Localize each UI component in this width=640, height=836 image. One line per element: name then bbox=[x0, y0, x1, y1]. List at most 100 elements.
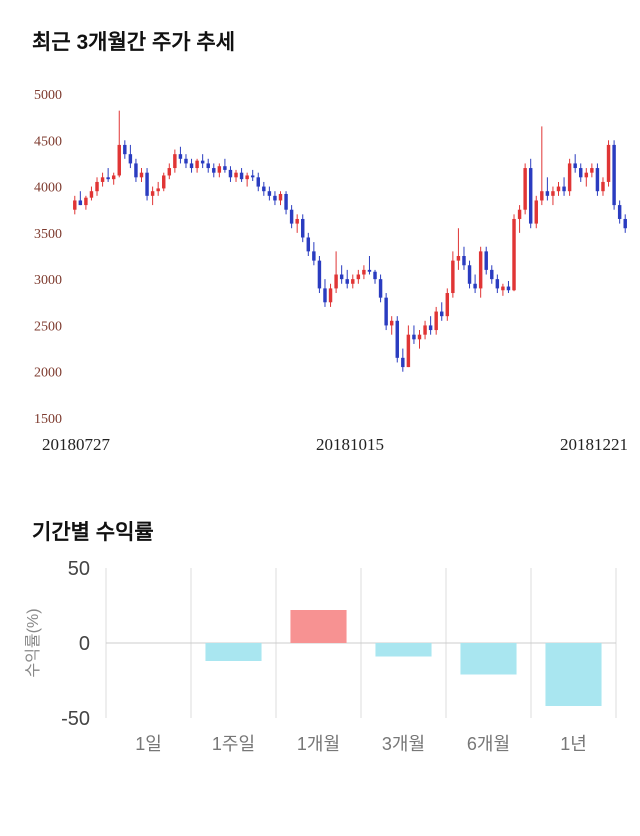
candle bbox=[562, 177, 566, 196]
candle bbox=[506, 280, 511, 294]
candle bbox=[273, 191, 277, 206]
candle bbox=[389, 316, 394, 335]
candle bbox=[428, 316, 433, 335]
candle bbox=[456, 228, 461, 270]
candle bbox=[512, 214, 516, 292]
category-label: 1주일 bbox=[212, 734, 255, 754]
returns-bar-chart: 50 0 -50 수익률(%) 1일 1주일 1개월 3개월 6개월 1년 bbox=[24, 558, 617, 754]
y-axis-tick: 3500 bbox=[34, 227, 62, 242]
y-axis-tick: 5000 bbox=[34, 88, 62, 103]
return-bar bbox=[205, 643, 262, 661]
candle bbox=[528, 158, 533, 229]
candle bbox=[462, 246, 466, 270]
candle bbox=[423, 320, 427, 340]
candle bbox=[84, 195, 88, 210]
candle bbox=[534, 195, 538, 229]
candle bbox=[262, 181, 266, 196]
candle bbox=[339, 265, 344, 284]
candle bbox=[595, 163, 600, 196]
candle bbox=[579, 163, 583, 182]
candle bbox=[284, 191, 288, 215]
candle bbox=[495, 274, 500, 294]
category-label: 1개월 bbox=[297, 734, 340, 754]
y-axis-tick: 4000 bbox=[34, 181, 62, 196]
candle bbox=[490, 265, 494, 284]
candle bbox=[606, 140, 611, 187]
candle bbox=[306, 232, 311, 256]
candle bbox=[150, 186, 155, 206]
candle bbox=[584, 168, 589, 187]
candle bbox=[278, 191, 283, 206]
candle bbox=[228, 166, 233, 182]
candle bbox=[200, 154, 205, 169]
candle bbox=[167, 163, 172, 180]
y-axis-tick: 2500 bbox=[34, 319, 62, 334]
category-label: 1년 bbox=[560, 734, 587, 754]
candle bbox=[573, 154, 577, 173]
y-axis-tick: 3000 bbox=[34, 273, 62, 288]
candle bbox=[301, 214, 305, 243]
candle bbox=[206, 158, 210, 173]
candle bbox=[478, 246, 483, 298]
candle bbox=[373, 269, 377, 284]
candle bbox=[239, 168, 244, 182]
return-bar bbox=[290, 610, 347, 643]
x-axis-tick: 20181015 bbox=[316, 435, 384, 454]
candle bbox=[195, 158, 199, 173]
candle bbox=[445, 288, 450, 321]
category-label: 6개월 bbox=[467, 734, 510, 754]
candle bbox=[623, 214, 627, 233]
candle bbox=[351, 274, 355, 289]
candle bbox=[484, 246, 488, 275]
y-axis-label: 수익률(%) bbox=[24, 608, 42, 677]
candle bbox=[295, 214, 299, 233]
candle bbox=[156, 181, 160, 196]
candle bbox=[178, 146, 183, 164]
candle bbox=[378, 274, 383, 303]
candle bbox=[501, 283, 505, 296]
candle bbox=[323, 279, 327, 307]
return-bar bbox=[460, 643, 517, 675]
price-candlestick-chart: 5000 4500 4000 3500 3000 2500 2000 1500 20180727… bbox=[34, 88, 628, 454]
candle bbox=[78, 191, 83, 206]
price-chart-title: 최근 3개월간 주가 추세 bbox=[32, 31, 236, 54]
candle bbox=[401, 348, 405, 372]
candle bbox=[212, 163, 216, 178]
candle bbox=[551, 186, 555, 206]
candle bbox=[312, 242, 316, 266]
candle bbox=[173, 149, 177, 173]
candle bbox=[417, 330, 422, 349]
candle bbox=[384, 293, 388, 331]
candle bbox=[189, 158, 194, 173]
candle bbox=[545, 177, 550, 201]
candle bbox=[362, 265, 366, 280]
candle bbox=[123, 140, 127, 159]
candle bbox=[540, 126, 544, 206]
candle bbox=[111, 172, 116, 185]
y-axis-tick: 2000 bbox=[34, 366, 62, 381]
candle bbox=[345, 269, 349, 289]
candle bbox=[517, 205, 522, 233]
candle bbox=[162, 172, 166, 192]
candle bbox=[567, 158, 572, 196]
candle bbox=[289, 205, 294, 229]
candle bbox=[451, 251, 455, 298]
return-bar bbox=[545, 643, 602, 706]
candle bbox=[367, 256, 372, 275]
x-axis-tick: 20180727 bbox=[42, 435, 111, 454]
candle bbox=[406, 325, 411, 368]
candle bbox=[145, 168, 149, 201]
candle bbox=[556, 181, 561, 196]
candle bbox=[334, 251, 338, 294]
y-axis-tick: 50 bbox=[68, 558, 90, 580]
candle bbox=[328, 283, 333, 307]
candle bbox=[234, 169, 238, 182]
candle bbox=[89, 186, 94, 201]
x-axis-tick: 20181221 bbox=[560, 435, 628, 454]
page: 최근 3개월간 주가 추세 5000 4500 4000 3500 3000 2500 20… bbox=[0, 26, 640, 768]
candle bbox=[139, 168, 144, 182]
candle bbox=[134, 158, 138, 182]
candle bbox=[473, 274, 477, 294]
candle bbox=[95, 177, 99, 196]
candle bbox=[395, 316, 399, 363]
